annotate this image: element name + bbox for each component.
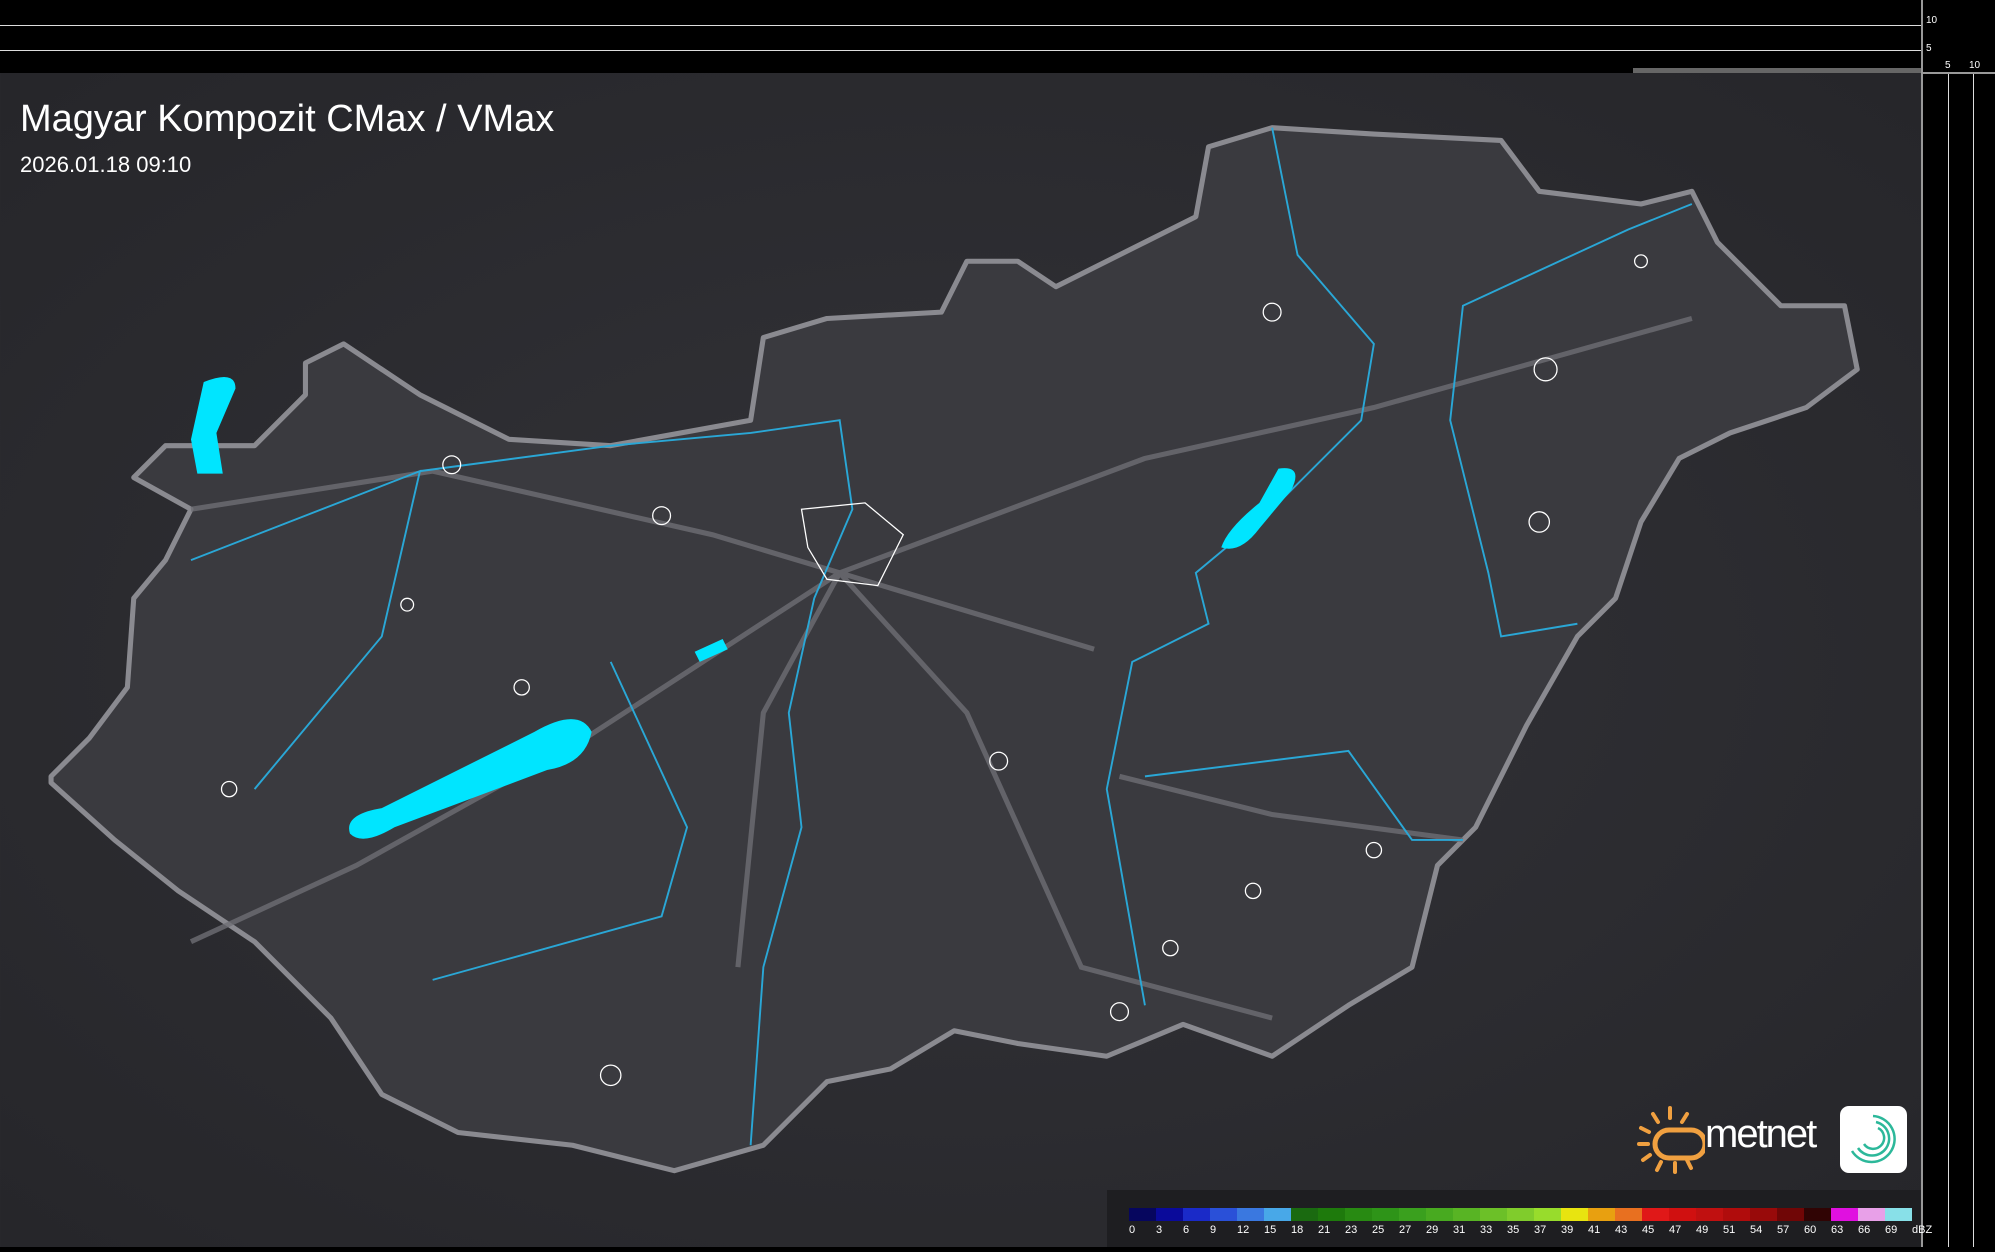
legend-swatch [1318, 1208, 1345, 1221]
legend-swatch [1777, 1208, 1804, 1221]
legend-swatch [1129, 1208, 1156, 1221]
hungary-map [0, 73, 1921, 1247]
legend-swatch [1750, 1208, 1777, 1221]
legend-label: 18 [1291, 1224, 1304, 1236]
legend-label: 33 [1480, 1224, 1493, 1236]
legend-swatch [1588, 1208, 1615, 1221]
axis-tick: 5 [1945, 60, 1951, 71]
legend-label: 45 [1642, 1224, 1655, 1236]
legend-swatch [1669, 1208, 1696, 1221]
lake-velence [694, 639, 728, 662]
legend-swatch [1507, 1208, 1534, 1221]
profile-bar [1633, 68, 1921, 73]
legend-label: 60 [1804, 1224, 1817, 1236]
legend-label: 0 [1129, 1224, 1136, 1236]
profile-strip-right: 10 5 5 10 [1921, 0, 1995, 1247]
legend-label: 6 [1183, 1224, 1190, 1236]
legend-swatch [1291, 1208, 1318, 1221]
legend-label: 47 [1669, 1224, 1682, 1236]
legend-label: 54 [1750, 1224, 1763, 1236]
legend-swatch [1183, 1208, 1210, 1221]
legend-swatch [1210, 1208, 1237, 1221]
profile-strip-top [0, 0, 1921, 73]
legend-labels: 0 3 6 9 12 15 18 21 23 25 27 29 31 33 35 37 39 41 43 45 47 49… [1129, 1224, 1939, 1236]
lake-tisza [1221, 468, 1296, 549]
sun-logo-icon [1637, 1106, 1708, 1174]
legend-swatch [1156, 1208, 1183, 1221]
legend-label: 23 [1345, 1224, 1358, 1236]
legend-color-bar [1129, 1208, 1912, 1221]
axis-tick: 10 [1969, 60, 1981, 71]
legend-swatch [1372, 1208, 1399, 1221]
legend-swatch [1264, 1208, 1291, 1221]
legend-label: 15 [1264, 1224, 1277, 1236]
legend-swatch [1426, 1208, 1453, 1221]
legend-label: 9 [1210, 1224, 1217, 1236]
legend-label: 63 [1831, 1224, 1844, 1236]
grid-line [0, 25, 1921, 26]
legend-swatch [1642, 1208, 1669, 1221]
legend-swatch [1345, 1208, 1372, 1221]
lake-neusiedl [190, 376, 236, 474]
axis-tick: 10 [1926, 15, 1938, 26]
legend-swatch [1237, 1208, 1264, 1221]
legend-swatch [1831, 1208, 1858, 1221]
legend-label: 3 [1156, 1224, 1163, 1236]
legend-label: 57 [1777, 1224, 1790, 1236]
legend-swatch [1858, 1208, 1885, 1221]
legend-unit: dBZ [1912, 1224, 1933, 1236]
legend-label: 51 [1723, 1224, 1736, 1236]
settlements [220, 254, 1648, 1087]
legend-label: 43 [1615, 1224, 1628, 1236]
legend-label: 31 [1453, 1224, 1466, 1236]
legend-label: 35 [1507, 1224, 1520, 1236]
legend-label: 66 [1858, 1224, 1871, 1236]
legend-swatch [1615, 1208, 1642, 1221]
legend-label: 37 [1534, 1224, 1547, 1236]
axis-tick: 5 [1926, 43, 1932, 54]
metnet-logo: metnet [1635, 1100, 1910, 1178]
logo-text: metnet [1705, 1112, 1817, 1156]
water-bodies [190, 376, 1296, 839]
legend-swatch [1804, 1208, 1831, 1221]
radar-map[interactable] [0, 73, 1921, 1247]
legend-label: 49 [1696, 1224, 1709, 1236]
legend-swatch [1885, 1208, 1912, 1221]
legend-swatch [1561, 1208, 1588, 1221]
dbz-legend: 0 3 6 9 12 15 18 21 23 25 27 29 31 33 35 37 39 41 43 45 47 49… [1107, 1190, 1932, 1247]
legend-swatch [1696, 1208, 1723, 1221]
legend-label: 69 [1885, 1224, 1898, 1236]
legend-label: 29 [1426, 1224, 1439, 1236]
legend-label: 27 [1399, 1224, 1412, 1236]
map-timestamp: 2026.01.18 09:10 [20, 152, 192, 177]
legend-swatch [1399, 1208, 1426, 1221]
legend-label: 39 [1561, 1224, 1574, 1236]
country-outline [48, 125, 1860, 1174]
grid-line [0, 50, 1921, 51]
lake-balaton [349, 719, 592, 839]
legend-label: 21 [1318, 1224, 1331, 1236]
legend-swatch [1723, 1208, 1750, 1221]
swirl-logo-icon [1840, 1106, 1907, 1173]
legend-label: 41 [1588, 1224, 1601, 1236]
legend-swatch [1534, 1208, 1561, 1221]
legend-swatch [1480, 1208, 1507, 1221]
legend-label: 25 [1372, 1224, 1385, 1236]
legend-swatch [1453, 1208, 1480, 1221]
map-title: Magyar Kompozit CMax / VMax [20, 98, 555, 140]
legend-label: 12 [1237, 1224, 1250, 1236]
